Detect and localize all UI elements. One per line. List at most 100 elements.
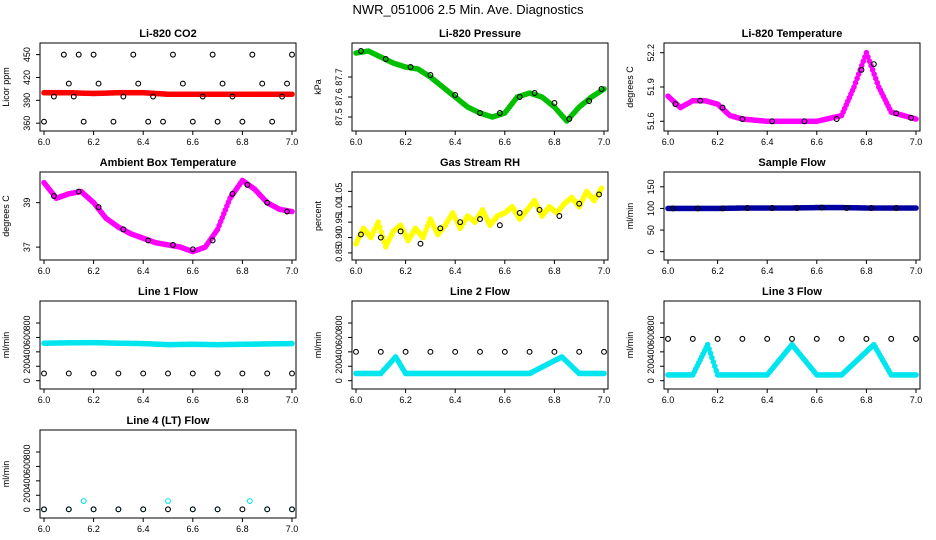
x-tick-label: 6.0 (38, 524, 51, 534)
chart-line-4-lt-flow: Line 4 (LT) Flow ml/min 6.0 6.2 6.4 6.6 6.8 7.0… (1, 415, 298, 534)
data-point (90, 370, 97, 377)
data-point (150, 93, 157, 100)
series-line-1-flow-black (41, 370, 295, 377)
y-axis-label: ml/min (625, 203, 635, 230)
x-tick-label: 7.0 (286, 524, 299, 534)
x-tick-label: 6.8 (236, 395, 249, 405)
x-tick-label: 6.4 (761, 266, 774, 276)
points-area (665, 49, 919, 125)
y-tick-label: 390 (22, 93, 32, 108)
data-point (377, 348, 384, 355)
data-point (913, 372, 919, 378)
series-li-820-co2-filled (41, 89, 295, 98)
x-tick-label: 7.0 (910, 137, 923, 147)
y-tick-label: 37 (22, 242, 32, 252)
data-point (358, 231, 364, 238)
x-tick-label: 6.8 (548, 137, 561, 147)
y-tick-label: 39 (22, 198, 32, 208)
x-tick-label: 6.6 (811, 395, 824, 405)
y-tick-label: 600 (334, 330, 344, 345)
x-tick-label: 6.8 (860, 395, 873, 405)
data-point (110, 118, 117, 125)
data-point (179, 80, 186, 87)
data-point (477, 110, 483, 116)
x-tick-label: 7.0 (598, 395, 611, 405)
y-tick-label: 200 (22, 359, 32, 374)
data-point (893, 205, 900, 211)
y-tick-label: 0.90 (334, 229, 344, 247)
data-point (908, 114, 914, 121)
data-point (70, 93, 77, 100)
data-point (284, 80, 290, 87)
y-tick-label: 200 (646, 359, 656, 374)
data-point (452, 348, 459, 355)
x-tick-label: 6.2 (711, 266, 724, 276)
series-line-4-lt-flow-cyan (41, 498, 295, 513)
data-point (50, 93, 57, 100)
data-point (289, 208, 295, 215)
data-point (516, 94, 523, 100)
series-ambient-box-temperature-filled (41, 177, 295, 255)
y-axis-label: degrees C (625, 66, 635, 108)
x-tick-label: 6.4 (137, 266, 150, 276)
data-point (516, 209, 523, 216)
chart-title: Li-820 Pressure (439, 28, 521, 40)
series-line-3-flow-cyan (665, 341, 919, 378)
x-tick-label: 6.0 (350, 137, 363, 147)
data-point (209, 237, 216, 244)
data-point (714, 335, 721, 342)
data-point (744, 205, 751, 211)
y-tick-label: 87.6 (334, 88, 344, 106)
y-tick-label: 87.5 (334, 108, 344, 126)
x-tick-label: 6.2 (399, 395, 412, 405)
y-tick-label: 0 (646, 249, 656, 254)
data-point (189, 370, 196, 377)
chart-title: Sample Flow (758, 157, 826, 169)
data-point (41, 370, 47, 377)
series-ambient-box-temperature-open (50, 181, 290, 253)
points-area (41, 51, 295, 125)
series-sample-flow-open (670, 204, 900, 212)
data-point (41, 506, 47, 513)
x-tick-label: 6.4 (137, 395, 150, 405)
y-tick-label: 50 (646, 225, 656, 235)
data-point (189, 246, 196, 253)
y-tick-label: 51.6 (646, 113, 656, 131)
data-point (843, 205, 850, 211)
y-tick-label: 51.9 (646, 78, 656, 96)
data-point (284, 208, 290, 215)
y-axis-label: kPa (313, 79, 323, 95)
y-tick-label: 800 (22, 316, 32, 331)
data-point (407, 64, 414, 70)
data-point (457, 219, 464, 226)
x-tick-label: 6.2 (711, 395, 724, 405)
series-line-3-flow-black (665, 335, 919, 342)
y-tick-label: 0 (22, 507, 32, 512)
chart-li-820-temperature: Li-820 Temperature degrees C 6.0 6.2 6.4 6.6 6… (625, 28, 922, 147)
data-point (452, 92, 459, 98)
y-axis-label: Licor ppm (1, 67, 11, 107)
series-li-820-pressure-open (358, 48, 605, 122)
data-point (209, 51, 216, 58)
data-point (75, 188, 82, 195)
data-point (239, 506, 246, 513)
data-point (65, 370, 72, 377)
x-tick-label: 6.0 (350, 266, 363, 276)
x-tick-label: 6.2 (87, 137, 100, 147)
data-point (279, 93, 286, 100)
data-point (90, 506, 97, 513)
data-point (427, 72, 434, 78)
chart-li-820-pressure: Li-820 Pressure kPa 6.0 6.2 6.4 6.6 6.8 7.0 87.5… (313, 28, 610, 147)
data-point (353, 348, 359, 355)
data-point (214, 118, 221, 125)
x-tick-label: 6.8 (860, 266, 873, 276)
figure-title: NWR_051006 2.5 Min. Ave. Diagnostics (352, 2, 584, 17)
data-point (239, 370, 246, 377)
data-point (496, 222, 503, 229)
data-point (189, 506, 196, 513)
data-point (135, 80, 142, 87)
chart-title: Li-820 CO2 (139, 28, 196, 40)
x-tick-label: 6.6 (811, 266, 824, 276)
data-point (264, 506, 271, 513)
